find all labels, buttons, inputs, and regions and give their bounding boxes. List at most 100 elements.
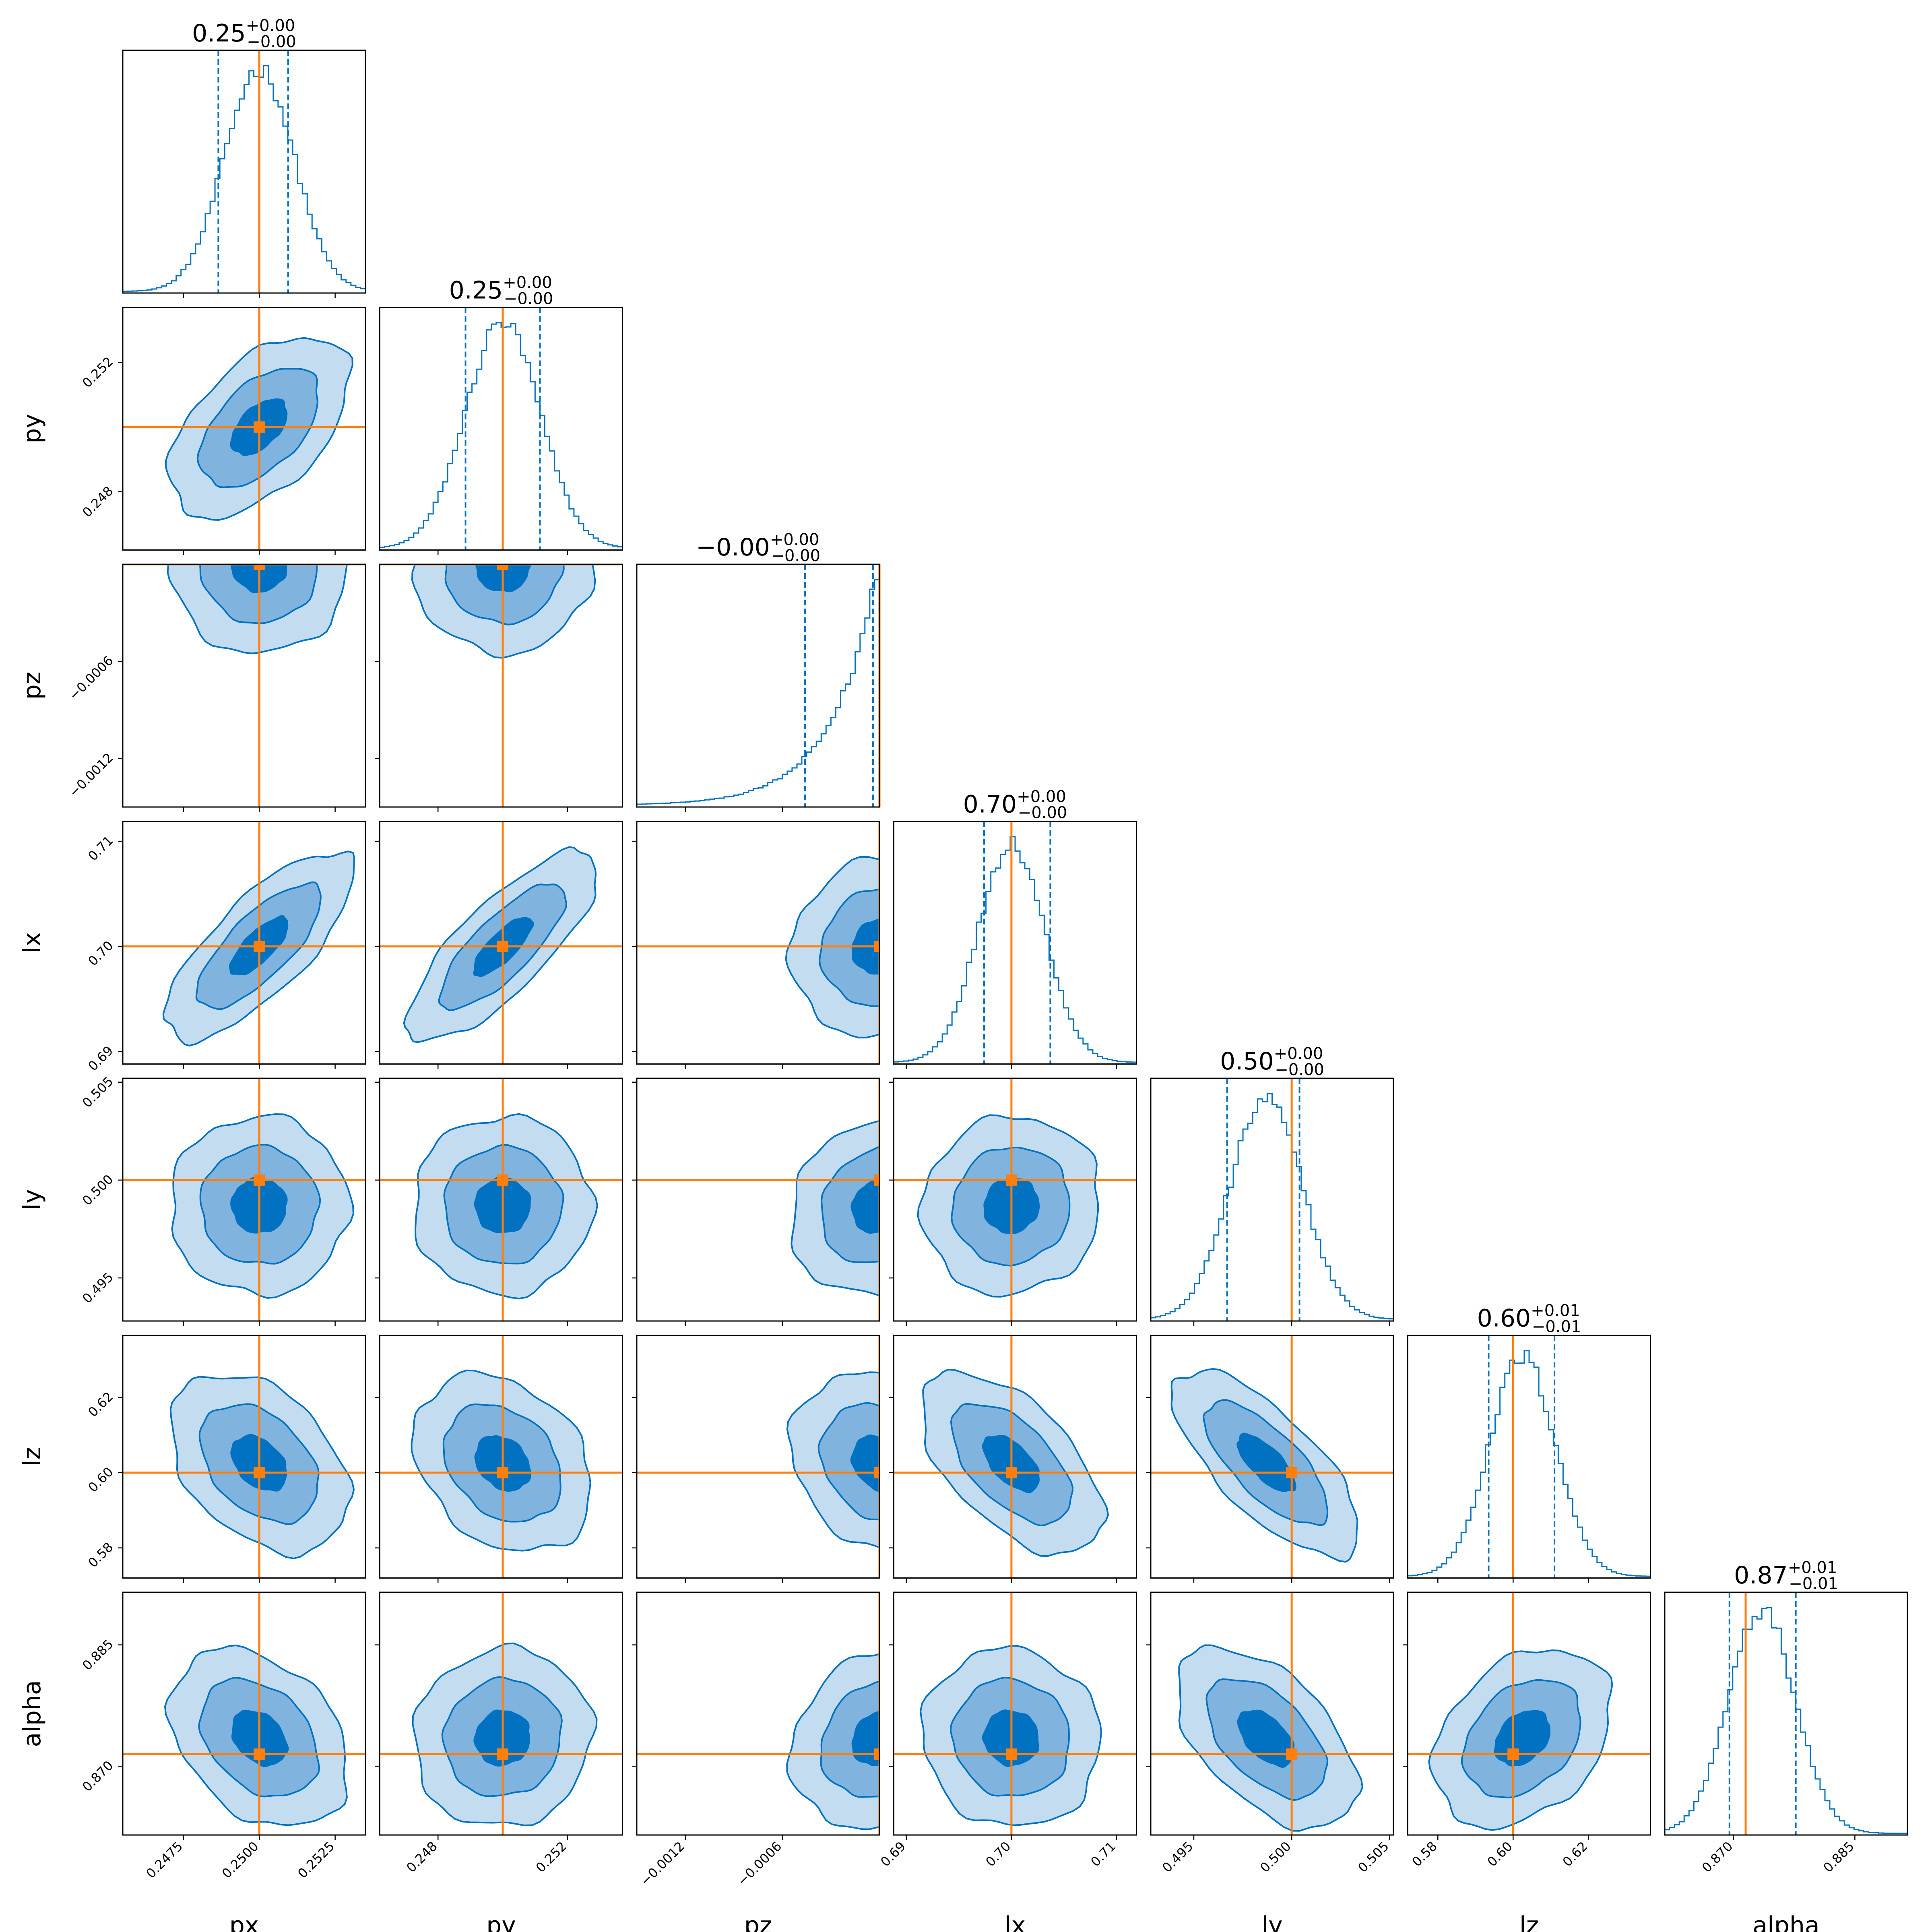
truth-marker <box>497 941 509 952</box>
x-axis-label-py: py <box>486 1911 516 1932</box>
contour-frame <box>379 1591 623 1836</box>
truth-marker <box>874 1467 879 1478</box>
hist-frame-py <box>379 307 623 551</box>
truth-marker <box>254 1748 265 1760</box>
x-tick-label-alpha-0: 0.870 <box>1699 1839 1736 1876</box>
hist-panel-alpha: 0.87+0.01 −0.01 <box>1664 1558 1908 1836</box>
y-axis-label-ly: ly <box>18 1189 46 1210</box>
contour-frame <box>122 1591 366 1836</box>
y-axis-label-pz: pz <box>18 672 46 700</box>
x-tick-label-lz-1: 0.60 <box>1484 1839 1515 1870</box>
truth-marker <box>1507 1748 1519 1760</box>
hist-frame-lz <box>1407 1335 1651 1579</box>
contour-frame <box>122 1077 366 1322</box>
truth-marker <box>1005 1174 1017 1186</box>
contour-level-2 <box>820 1146 879 1263</box>
truth-marker <box>254 1467 265 1478</box>
contour-frame <box>893 1591 1137 1836</box>
x-tick-label-px-2: 0.2525 <box>295 1839 337 1881</box>
truth-marker <box>254 564 265 570</box>
contour-frame <box>636 1591 880 1836</box>
x-axis-label-ly: ly <box>1261 1911 1282 1932</box>
y-tick-label-lz-1: 0.60 <box>85 1464 116 1495</box>
y-tick-label-pz-0: −0.0012 <box>66 750 116 800</box>
y-tick-label-py-0: 0.248 <box>79 483 116 520</box>
x-tick-label-lx-1: 0.70 <box>983 1839 1013 1870</box>
y-axis-label-alpha: alpha <box>18 1680 46 1747</box>
truth-marker <box>1005 1467 1017 1478</box>
contour-frame <box>122 821 366 1065</box>
x-tick-label-px-0: 0.2475 <box>143 1839 186 1881</box>
y-tick-label-lx-0: 0.69 <box>85 1043 116 1074</box>
y-tick-label-alpha-0: 0.870 <box>79 1758 116 1795</box>
contour-panel-lz-vs-px <box>122 1335 366 1579</box>
contour-panel-pz-vs-px <box>122 564 366 808</box>
contour-frame <box>122 1335 366 1579</box>
x-tick-label-lz-0: 0.58 <box>1409 1839 1440 1870</box>
contour-level-2 <box>444 564 565 625</box>
hist-step-lx <box>893 836 1137 1064</box>
y-tick-label-py-1: 0.252 <box>79 354 116 391</box>
contour-panel-lz-vs-lx <box>893 1335 1137 1579</box>
contour-panel-ly-vs-px <box>122 1077 366 1322</box>
truth-marker <box>1286 1748 1298 1760</box>
hist-frame-lx <box>893 821 1137 1065</box>
contour-frame <box>1150 1591 1394 1836</box>
x-tick-label-pz-1: −0.0006 <box>734 1839 784 1889</box>
contour-panel-lz-vs-py <box>379 1335 623 1579</box>
panel-title-alpha: 0.87+0.01 −0.01 <box>1734 1558 1838 1593</box>
x-tick-label-ly-2: 0.505 <box>1355 1839 1392 1876</box>
contour-panel-lx-vs-pz <box>636 821 880 1065</box>
hist-panel-px: 0.25+0.00 −0.00 <box>122 17 366 294</box>
panel-title-pz: −0.00+0.00 −0.00 <box>696 530 820 565</box>
panel-title-py: 0.25+0.00 −0.00 <box>449 274 553 308</box>
contour-frame <box>379 1335 623 1579</box>
contour-level-3 <box>851 1711 879 1767</box>
y-tick-label-ly-1: 0.500 <box>79 1172 116 1209</box>
contour-frame <box>122 564 366 808</box>
contour-panel-ly-vs-py <box>379 1077 623 1322</box>
contour-level-3 <box>850 1435 879 1492</box>
contour-frame <box>379 564 623 808</box>
truth-marker <box>1005 1748 1017 1760</box>
panel-title-lz: 0.60+0.01 −0.01 <box>1477 1302 1581 1336</box>
y-axis-label-py: py <box>18 414 46 444</box>
x-axis-label-lx: lx <box>1005 1911 1026 1932</box>
hist-frame-alpha <box>1664 1591 1908 1836</box>
x-tick-label-alpha-1: 0.885 <box>1820 1839 1857 1876</box>
x-axis-label-px: px <box>229 1911 259 1932</box>
truth-marker <box>874 941 879 952</box>
hist-step-alpha <box>1664 1607 1907 1835</box>
hist-step-px <box>122 65 365 293</box>
y-tick-label-lx-2: 0.71 <box>85 833 116 864</box>
x-tick-label-lz-2: 0.62 <box>1560 1839 1591 1870</box>
hist-step-lz <box>1407 1350 1651 1578</box>
contour-panel-lx-vs-px <box>122 821 366 1065</box>
contour-panel-alpha-vs-lz <box>1407 1591 1651 1836</box>
y-axis-label-lz: lz <box>18 1447 46 1466</box>
hist-panel-pz: −0.00+0.00 −0.00 <box>636 530 881 808</box>
hist-frame-pz <box>636 564 880 808</box>
contour-panel-py-vs-px <box>122 307 366 551</box>
x-tick-label-lx-2: 0.71 <box>1088 1839 1119 1870</box>
hist-panel-lz: 0.60+0.01 −0.01 <box>1407 1302 1651 1579</box>
contour-frame <box>893 1335 1137 1579</box>
contour-panel-pz-vs-py <box>379 564 623 808</box>
truth-marker <box>874 1174 879 1186</box>
x-tick-label-ly-1: 0.500 <box>1257 1839 1294 1876</box>
contour-frame <box>122 307 366 551</box>
contour-panel-lx-vs-py <box>379 821 623 1065</box>
truth-marker <box>254 941 265 952</box>
truth-marker <box>497 1174 509 1186</box>
x-tick-label-py-1: 0.252 <box>533 1839 570 1876</box>
truth-marker <box>254 1174 265 1186</box>
panel-title-px: 0.25+0.00 −0.00 <box>192 17 296 51</box>
contour-frame <box>379 1077 623 1322</box>
contour-frame <box>636 1077 880 1322</box>
contour-level-2 <box>817 1402 879 1521</box>
x-axis-label-pz: pz <box>744 1911 772 1932</box>
contour-panel-alpha-vs-px <box>122 1591 366 1836</box>
contour-frame <box>1150 1335 1394 1579</box>
x-axis-label-alpha: alpha <box>1752 1911 1819 1932</box>
truth-marker <box>497 564 509 570</box>
